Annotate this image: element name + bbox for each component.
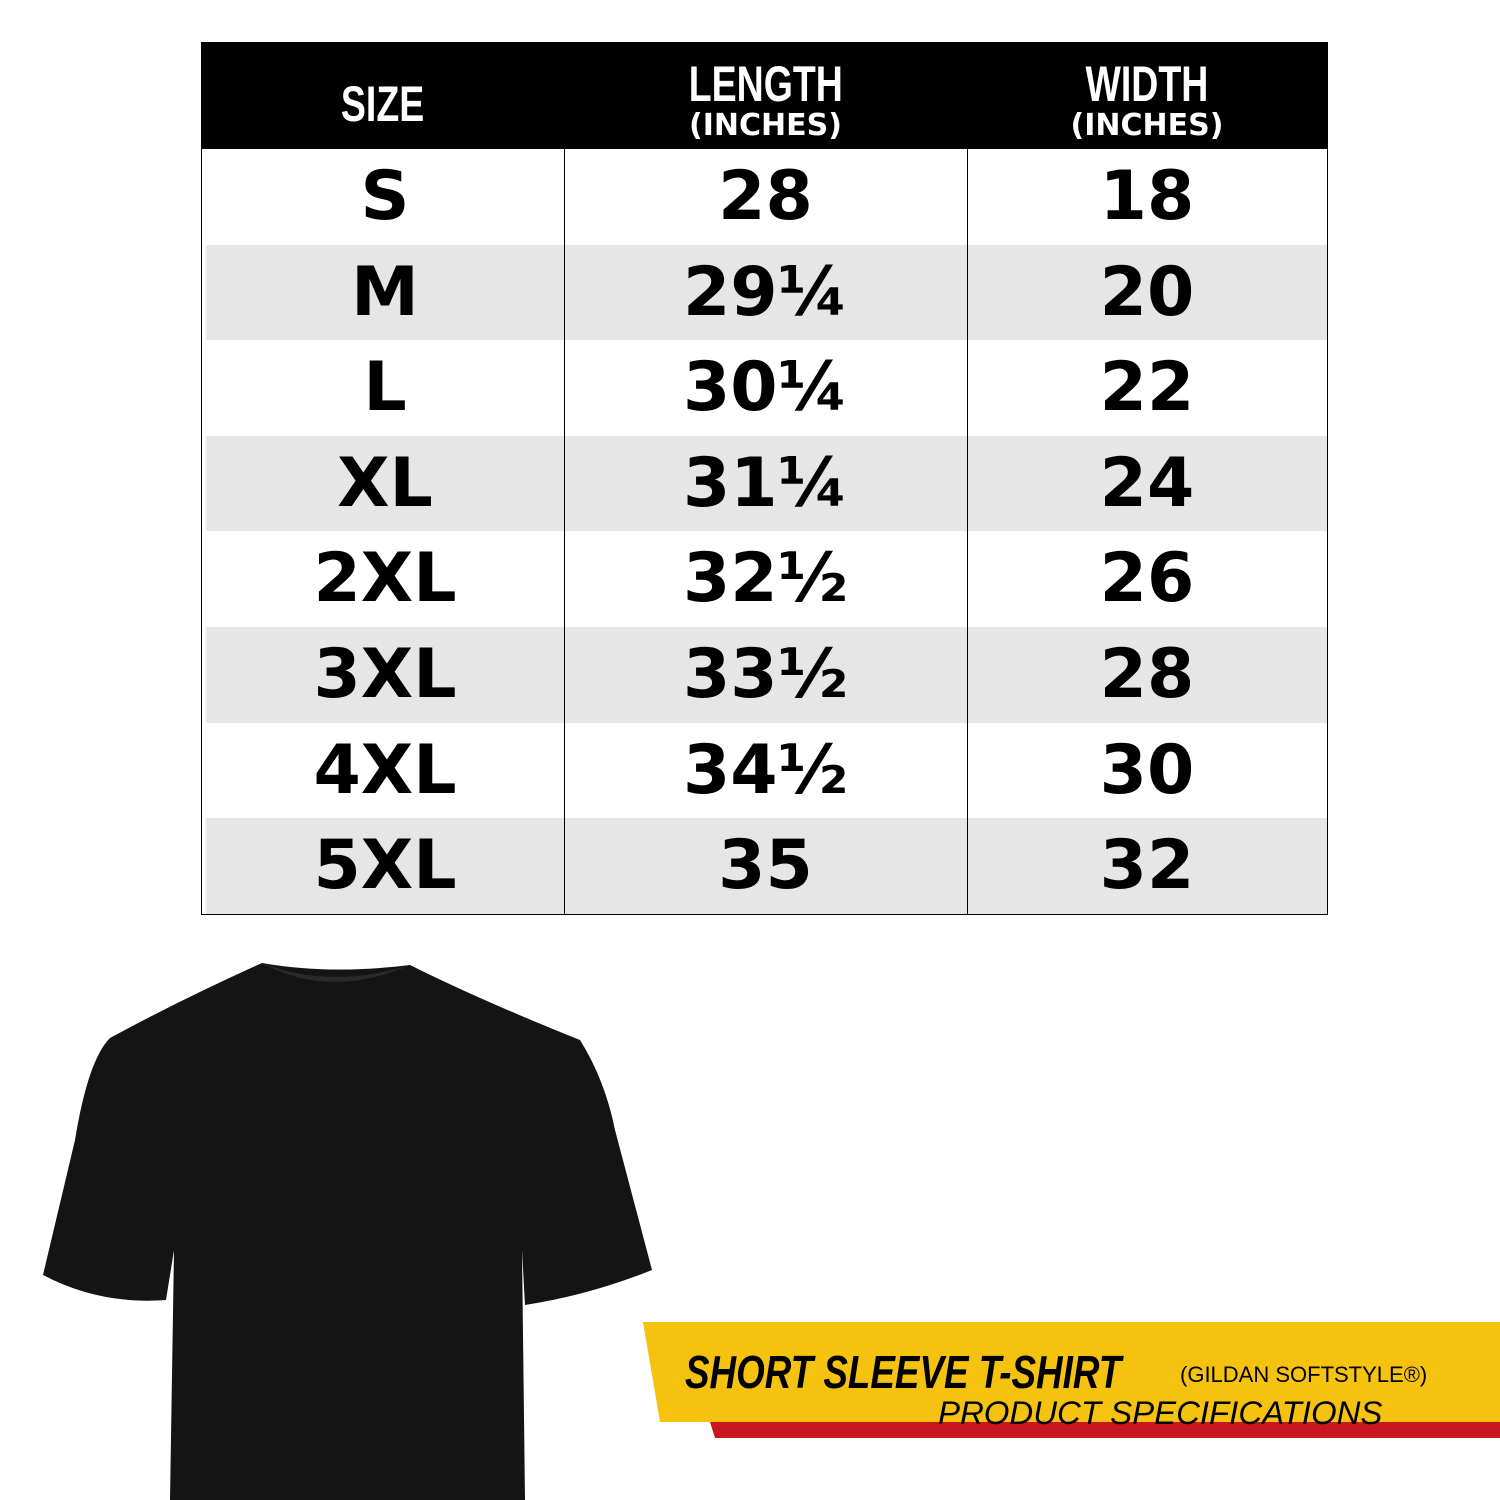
table-cell: 29¼: [682, 252, 849, 332]
table-cell: 24: [1099, 443, 1195, 523]
table-cell: L: [363, 348, 407, 428]
table-row: 3XL 33½ 28: [206, 627, 1327, 723]
column-divider: [967, 149, 968, 914]
table-cell: 4XL: [313, 730, 457, 810]
banner-subtitle: PRODUCT SPECIFICATIONS: [938, 1395, 1383, 1431]
table-cell: 30: [1099, 730, 1195, 810]
collar: [262, 963, 410, 983]
table-cell: 30¼: [682, 348, 849, 428]
table-cell: 18: [1099, 157, 1195, 236]
t-shirt: [43, 963, 652, 1500]
table-cell: XL: [337, 443, 433, 523]
header-title: WIDTH: [1085, 56, 1209, 112]
table-cell: 28: [1099, 635, 1195, 714]
table-row: XL 31¼ 24: [206, 435, 1327, 532]
table-row: S 28 18: [206, 149, 1327, 245]
header-cell: LENGTH (INCHES): [564, 43, 967, 149]
table-cell: 3XL: [313, 635, 457, 714]
table-row: 4XL 34½ 30: [206, 722, 1327, 819]
size-table: SIZE LENGTH (INCHES) WIDTH (INCHES) S 28 18 M…: [201, 42, 1328, 915]
table-cell: 2XL: [313, 539, 457, 619]
table-row: L 30¼ 22: [206, 340, 1327, 436]
banner-brand: (GILDAN SOFTSTYLE®): [1180, 1362, 1428, 1387]
table-cell: 32½: [682, 539, 849, 619]
header-unit: (INCHES): [1070, 108, 1224, 143]
table-cell: 35: [718, 826, 813, 906]
banner-stripe: [710, 1422, 1500, 1438]
table-row: 5XL 35 32: [206, 818, 1327, 914]
header-cell: SIZE: [202, 43, 564, 149]
table-cell: M: [351, 252, 419, 332]
table-row: M 29¼ 20: [206, 244, 1327, 341]
table-cell: 34½: [682, 730, 849, 810]
header-unit: (INCHES): [689, 108, 842, 143]
header-title: LENGTH: [688, 56, 843, 112]
table-cell: 20: [1099, 252, 1195, 332]
table-cell: 32: [1099, 826, 1195, 906]
table-cell: 26: [1099, 539, 1195, 619]
banner-title: SHORT SLEEVE T-SHIRT: [685, 1346, 1122, 1398]
header-cell: WIDTH (INCHES): [967, 43, 1327, 149]
table-cell: 31¼: [682, 443, 849, 523]
header-title: SIZE: [341, 76, 425, 132]
table-cell: S: [360, 157, 410, 236]
table-row: 2XL 32½ 26: [206, 531, 1327, 627]
table-cell: 5XL: [313, 826, 457, 906]
table-cell: 22: [1099, 348, 1195, 428]
table-cell: 33½: [682, 635, 849, 714]
table-cell: 28: [718, 157, 813, 236]
banner: [643, 1322, 1500, 1422]
column-divider: [564, 149, 565, 914]
